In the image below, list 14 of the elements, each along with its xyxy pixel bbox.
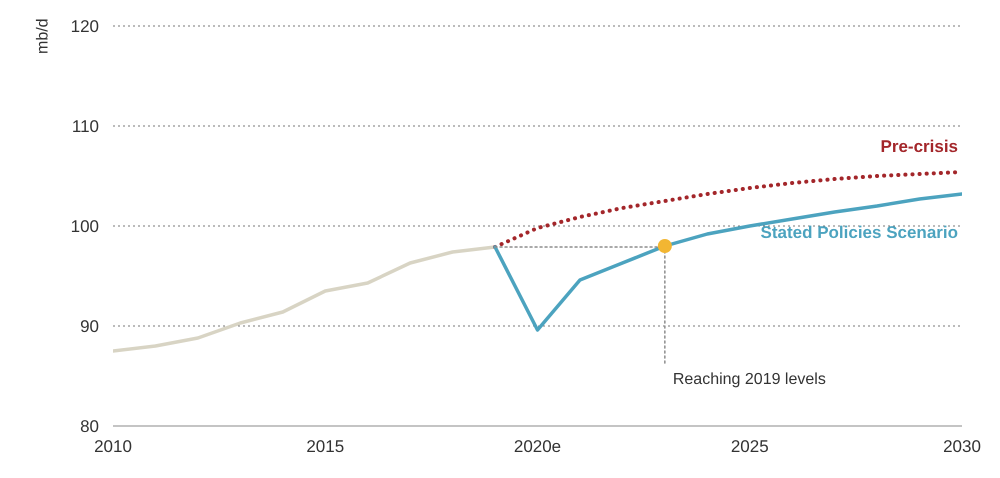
y-tick-label: 120 xyxy=(70,17,99,36)
y-tick-label: 100 xyxy=(70,217,99,236)
y-tick-label: 110 xyxy=(72,117,99,136)
annotation: Reaching 2019 levels xyxy=(672,371,826,388)
x-tick-label: 2030 xyxy=(943,437,981,456)
y-tick-label: 80 xyxy=(80,417,99,436)
y-tick-label: 90 xyxy=(80,317,99,336)
x-tick-label: 2010 xyxy=(94,437,132,456)
x-tick-label: 2025 xyxy=(730,437,769,456)
x-tick-label: 2015 xyxy=(306,437,344,456)
y-axis-title: mb/d xyxy=(34,18,52,54)
x-tick-label: 2020e xyxy=(514,437,562,456)
series-label: Stated Policies Scenario xyxy=(760,223,958,242)
series-label: Pre-crisis xyxy=(880,137,958,156)
